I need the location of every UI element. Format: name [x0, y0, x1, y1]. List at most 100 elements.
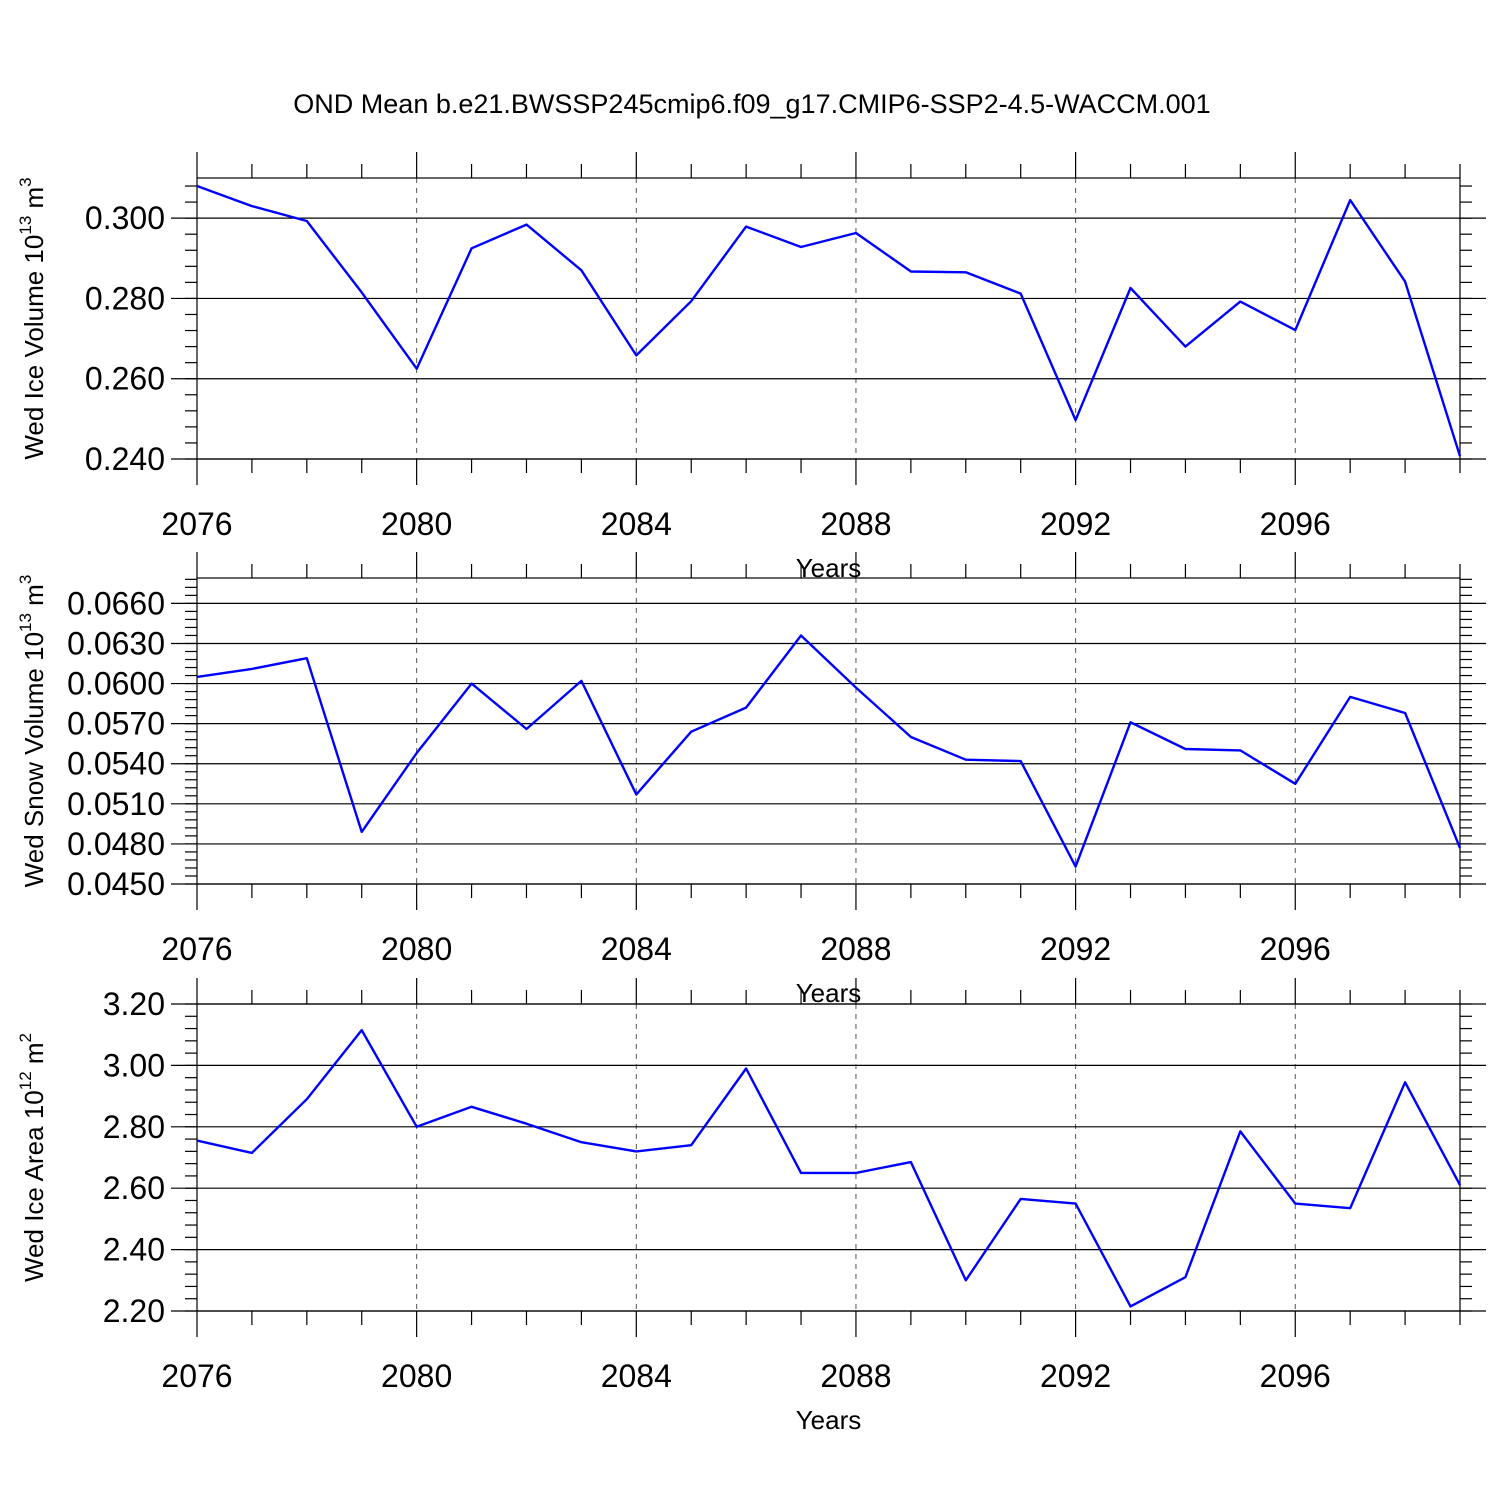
x-tick-label: 2092 [1040, 931, 1111, 967]
data-point [909, 735, 913, 739]
data-point [1238, 300, 1242, 304]
data-point [1458, 454, 1462, 458]
data-point [799, 633, 803, 637]
data-point [415, 367, 419, 371]
data-point [1019, 1197, 1023, 1201]
panels-container: 0.240 0.260 0.280 0.300 2076 2080 2084 2088 2092… [16, 152, 1486, 1435]
x-tick-label: 2092 [1040, 1358, 1111, 1394]
data-point [579, 679, 583, 683]
x-tick-label: 2092 [1040, 506, 1111, 542]
data-point [579, 268, 583, 272]
y-tick-label: 0.0630 [67, 625, 165, 661]
x-tick-label: 2084 [601, 1358, 672, 1394]
data-point [1293, 328, 1297, 332]
data-point [634, 1149, 638, 1153]
data-point [470, 246, 474, 250]
x-tick-label: 2096 [1260, 931, 1331, 967]
data-point [854, 1171, 858, 1175]
data-point [689, 1143, 693, 1147]
data-point [305, 1097, 309, 1101]
x-tick-label: 2076 [161, 1358, 232, 1394]
data-point [1348, 1206, 1352, 1210]
data-point [1403, 711, 1407, 715]
x-tick-label: 2088 [820, 506, 891, 542]
data-point [634, 792, 638, 796]
y-axis-title: Wed Ice Area 1012 m2 [16, 1033, 49, 1282]
data-point [1074, 865, 1078, 869]
series-line [196, 634, 1462, 868]
data-point [195, 184, 199, 188]
data-point [1348, 198, 1352, 202]
data-point [744, 1066, 748, 1070]
data-point [909, 270, 913, 274]
series-line [196, 1028, 1462, 1308]
y-tick-label: 3.00 [103, 1047, 165, 1083]
y-tick-label: 2.40 [103, 1232, 165, 1268]
data-point [415, 751, 419, 755]
x-tick-label: 2080 [381, 931, 452, 967]
data-point [360, 830, 364, 834]
y-axis-title: Wed Snow Volume 1013 m3 [16, 575, 49, 888]
y-tick-label: 2.20 [103, 1293, 165, 1329]
x-tick-label: 2096 [1260, 1358, 1331, 1394]
y-axis-title: Wed Ice Volume 1013 m3 [16, 177, 49, 459]
data-point [964, 270, 968, 274]
y-tick-label: 0.280 [85, 280, 165, 316]
data-point [689, 299, 693, 303]
y-tick-label: 0.0570 [67, 706, 165, 742]
data-point [1019, 292, 1023, 296]
data-point [1129, 286, 1133, 290]
data-point [470, 1105, 474, 1109]
panel-1: 0.240 0.260 0.280 0.300 2076 2080 2084 2088 2092… [16, 152, 1486, 583]
data-point [1458, 1183, 1462, 1187]
data-point [1129, 720, 1133, 724]
x-tick-label: 2088 [820, 931, 891, 967]
data-point [524, 727, 528, 731]
data-point [1238, 1129, 1242, 1133]
data-point [1458, 846, 1462, 850]
data-point [689, 730, 693, 734]
data-point [744, 225, 748, 229]
data-point [799, 245, 803, 249]
x-tick-label: 2080 [381, 506, 452, 542]
data-point [195, 675, 199, 679]
x-axis-title: Years [796, 1405, 862, 1435]
data-point [1348, 695, 1352, 699]
data-point [634, 353, 638, 357]
y-tick-label: 2.60 [103, 1170, 165, 1206]
y-tick-label: 3.20 [103, 986, 165, 1022]
y-tick-label: 2.80 [103, 1109, 165, 1145]
panel-3: 2.20 2.40 2.60 2.80 3.00 3.20 2076 2080 2084 2088… [16, 978, 1486, 1435]
data-point [1019, 759, 1023, 763]
data-point [1183, 1275, 1187, 1279]
data-point [250, 667, 254, 671]
data-point [305, 219, 309, 223]
data-point [250, 204, 254, 208]
data-point [1074, 1202, 1078, 1206]
data-point [195, 1139, 199, 1143]
data-point [854, 686, 858, 690]
data-point [799, 1171, 803, 1175]
data-point [1183, 345, 1187, 349]
x-tick-label: 2076 [161, 931, 232, 967]
x-tick-label: 2096 [1260, 506, 1331, 542]
y-tick-label: 0.300 [85, 200, 165, 236]
y-tick-label: 0.0450 [67, 866, 165, 902]
y-tick-label: 0.0660 [67, 585, 165, 621]
data-point [744, 706, 748, 710]
data-point [415, 1125, 419, 1129]
data-point [250, 1151, 254, 1155]
y-tick-label: 0.0600 [67, 666, 165, 702]
data-point [579, 1140, 583, 1144]
data-point [1293, 782, 1297, 786]
y-tick-label: 0.0540 [67, 746, 165, 782]
data-point [305, 656, 309, 660]
data-point [1293, 1202, 1297, 1206]
data-point [360, 1028, 364, 1032]
data-point [1129, 1304, 1133, 1308]
data-point [1183, 747, 1187, 751]
x-tick-label: 2076 [161, 506, 232, 542]
panel-2: 0.0450 0.0480 0.0510 0.0540 0.0570 0.0600 0.06… [16, 552, 1486, 1008]
series-line [196, 184, 1462, 457]
